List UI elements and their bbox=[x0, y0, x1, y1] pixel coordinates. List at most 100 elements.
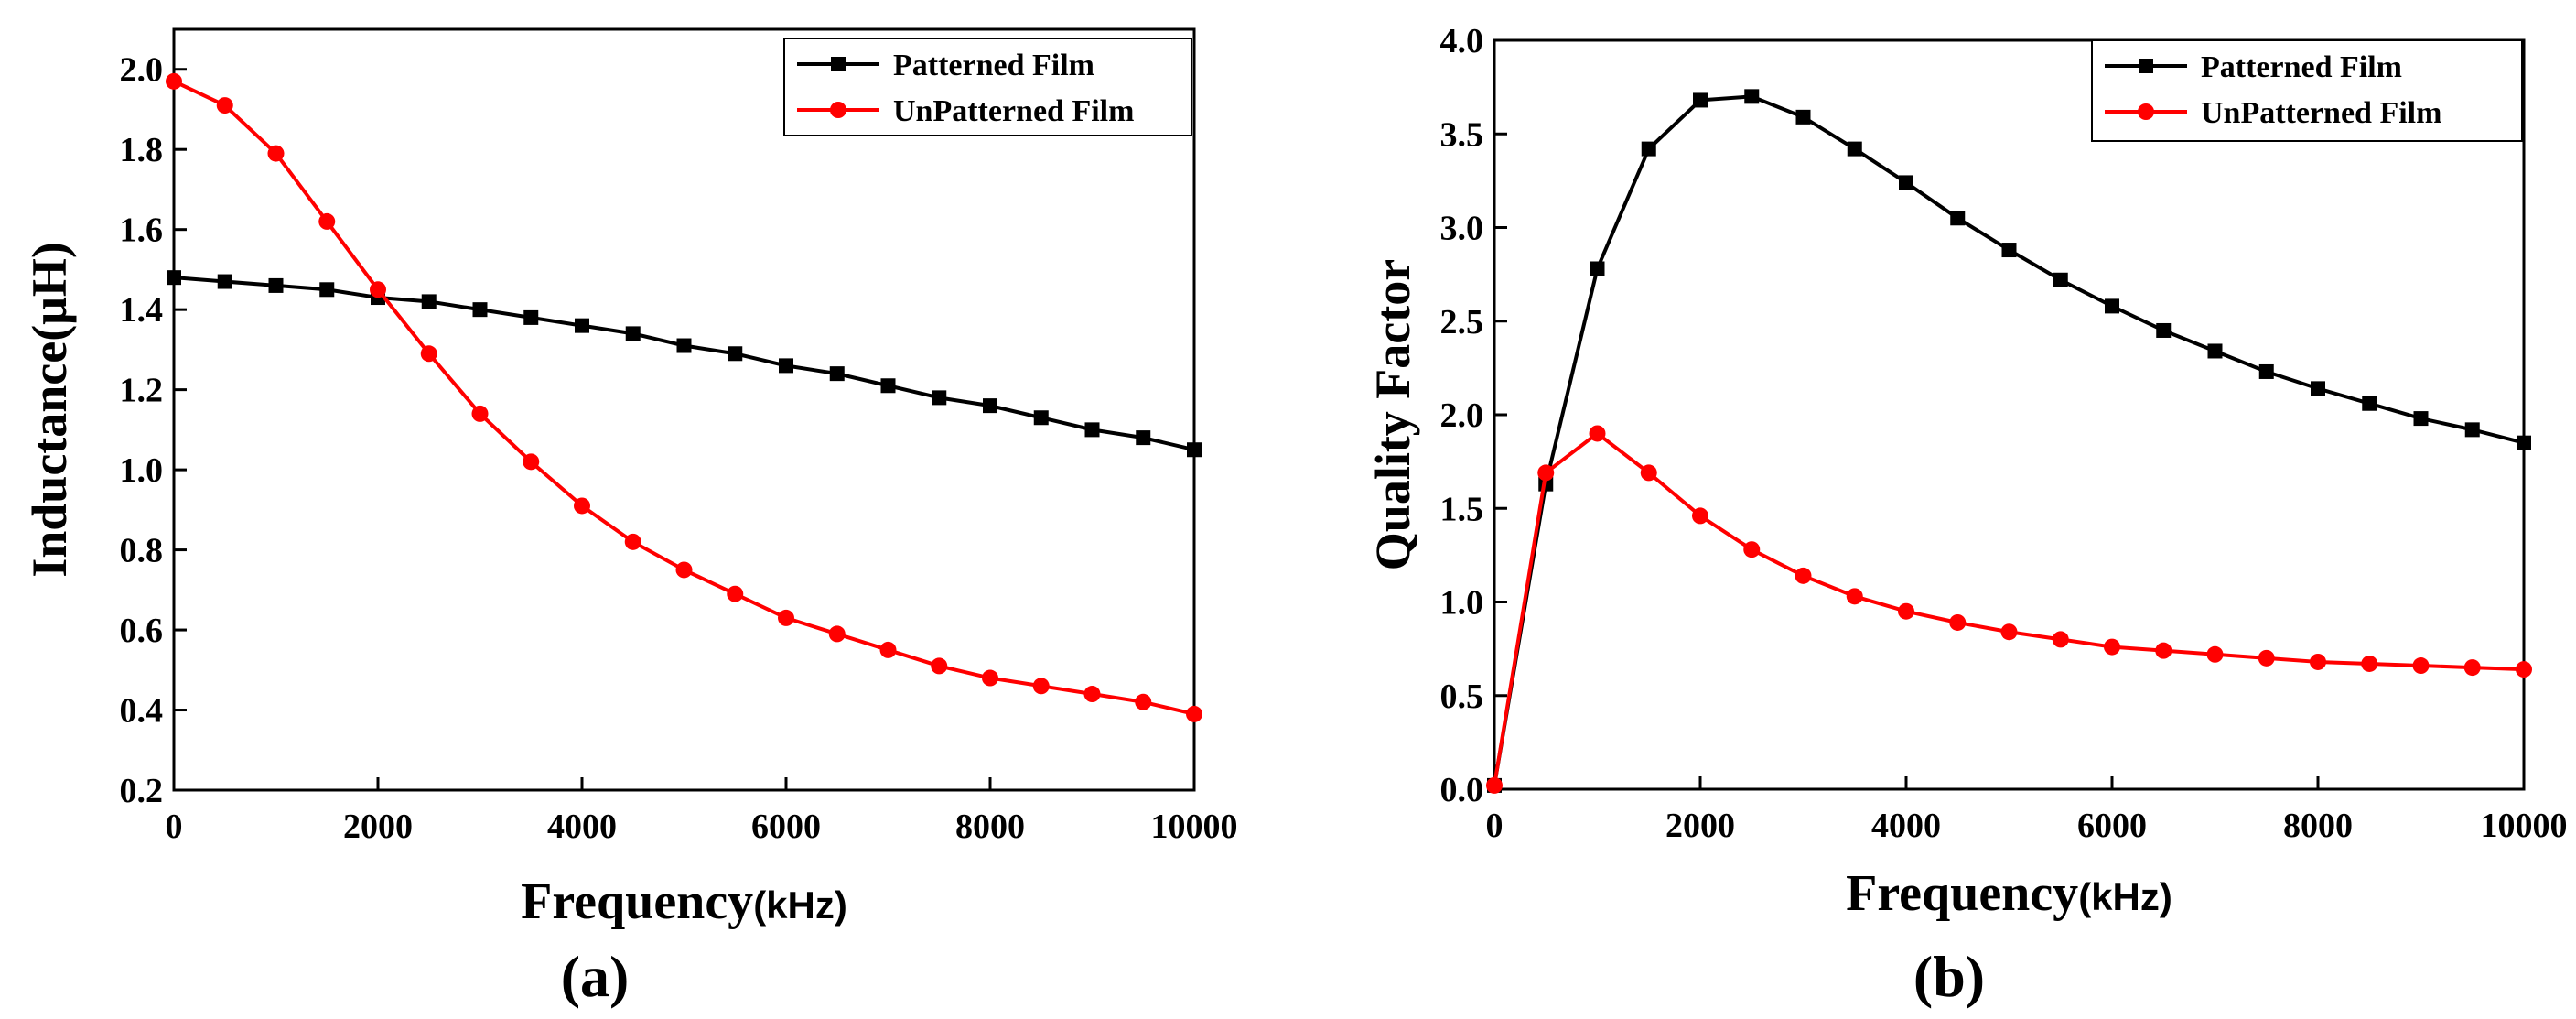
data-point-patterned bbox=[268, 277, 284, 293]
y-tick-label: 2.0 bbox=[1440, 396, 1484, 435]
x-tick-label: 8000 bbox=[2283, 807, 2353, 845]
x-tick-label: 2000 bbox=[343, 808, 413, 846]
y-tick-label: 1.2 bbox=[120, 372, 164, 410]
legend-box bbox=[2091, 39, 2523, 142]
data-point-unpatterned bbox=[624, 533, 641, 550]
x-axis-title-text: Frequency bbox=[521, 873, 753, 930]
data-point-patterned bbox=[625, 326, 641, 341]
data-point-patterned bbox=[1187, 442, 1202, 458]
data-point-patterned bbox=[2207, 343, 2223, 359]
panel-label: (a) bbox=[561, 944, 630, 1009]
series-layer bbox=[1486, 89, 2532, 794]
x-tick-label: 8000 bbox=[955, 808, 1025, 846]
data-point-unpatterned bbox=[2104, 638, 2120, 656]
data-point-patterned bbox=[217, 274, 232, 289]
data-point-unpatterned bbox=[1692, 507, 1708, 525]
data-point-unpatterned bbox=[1083, 686, 1101, 703]
data-point-patterned bbox=[1641, 141, 1656, 157]
x-tick-label: 6000 bbox=[2077, 807, 2147, 845]
data-point-unpatterned bbox=[1949, 613, 1967, 631]
data-point-unpatterned bbox=[1743, 541, 1761, 558]
data-point-unpatterned bbox=[2258, 649, 2275, 667]
data-point-patterned bbox=[2311, 381, 2325, 396]
data-point-patterned bbox=[2258, 363, 2274, 379]
data-point-unpatterned bbox=[216, 97, 233, 114]
data-point-unpatterned bbox=[370, 281, 386, 298]
data-point-patterned bbox=[1899, 175, 1913, 190]
data-point-unpatterned bbox=[2000, 623, 2018, 641]
data-point-unpatterned bbox=[778, 609, 794, 626]
data-point-unpatterned bbox=[523, 453, 540, 471]
legend-label: Patterned Film bbox=[893, 49, 1094, 82]
y-tick-label: 0.2 bbox=[120, 772, 164, 810]
y-tick-label: 4.0 bbox=[1440, 22, 1484, 60]
y-axis-title: Quality Factor bbox=[1365, 259, 1420, 570]
y-tick-label: 0.8 bbox=[120, 532, 164, 570]
data-point-patterned bbox=[1847, 141, 1862, 157]
data-point-unpatterned bbox=[1537, 464, 1555, 482]
y-tick-label: 0.6 bbox=[120, 612, 164, 650]
x-tick-label: 10000 bbox=[2481, 807, 2568, 845]
series-line-unpatterned bbox=[1493, 430, 2525, 786]
data-point-unpatterned bbox=[420, 345, 437, 363]
legend-marker-square bbox=[831, 57, 846, 71]
legend-label: Patterned Film bbox=[2201, 50, 2402, 84]
x-tick-label: 4000 bbox=[1871, 807, 1941, 845]
series-layer bbox=[166, 72, 1202, 722]
x-tick-label: 6000 bbox=[751, 808, 821, 846]
x-axis-unit: (kHz) bbox=[753, 883, 847, 927]
data-point-unpatterned bbox=[1135, 693, 1152, 710]
legend-marker-square bbox=[2139, 59, 2153, 73]
y-tick-label: 0.0 bbox=[1440, 771, 1484, 809]
y-tick-label: 1.6 bbox=[120, 211, 164, 250]
x-tick-label: 0 bbox=[1486, 807, 1504, 845]
data-point-unpatterned bbox=[574, 497, 590, 515]
data-point-patterned bbox=[421, 294, 437, 309]
y-tick-label: 2.5 bbox=[1440, 303, 1484, 341]
data-point-patterned bbox=[1590, 261, 1605, 276]
data-point-patterned bbox=[1744, 89, 1760, 104]
data-point-unpatterned bbox=[2155, 642, 2172, 659]
data-point-unpatterned bbox=[2206, 645, 2224, 663]
legend-label: UnPatterned Film bbox=[2201, 96, 2441, 130]
y-tick-label: 0.4 bbox=[120, 692, 164, 731]
legend: Patterned Film UnPatterned Film bbox=[2091, 39, 2523, 142]
data-point-unpatterned bbox=[1486, 776, 1503, 794]
data-point-patterned bbox=[2362, 396, 2377, 411]
x-axis-title: Frequency(kHz) bbox=[1846, 865, 2172, 922]
data-point-unpatterned bbox=[1898, 602, 1914, 620]
data-point-unpatterned bbox=[471, 405, 489, 422]
data-point-unpatterned bbox=[2412, 657, 2430, 675]
x-axis-title-text: Frequency bbox=[1846, 865, 2078, 922]
data-point-unpatterned bbox=[2463, 659, 2481, 677]
data-point-unpatterned bbox=[982, 669, 998, 687]
data-point-unpatterned bbox=[2516, 661, 2532, 678]
data-point-patterned bbox=[779, 358, 793, 374]
data-point-unpatterned bbox=[931, 657, 948, 675]
panel-label: (b) bbox=[1913, 944, 1985, 1009]
data-point-patterned bbox=[1084, 422, 1100, 438]
data-point-patterned bbox=[319, 282, 335, 298]
chart-panel-a: 0 2000 4000 6000 8000 10000 0.2 0.4 0.6 0.8 1.0 1.2… bbox=[22, 27, 1238, 1009]
data-point-patterned bbox=[2156, 322, 2172, 338]
data-point-patterned bbox=[1033, 410, 1049, 426]
y-tick-label: 3.5 bbox=[1440, 115, 1484, 154]
data-point-patterned bbox=[2517, 435, 2531, 450]
data-point-patterned bbox=[2105, 298, 2119, 314]
data-point-patterned bbox=[829, 366, 845, 382]
legend-marker-circle bbox=[830, 102, 846, 118]
series-line-unpatterned bbox=[173, 80, 1195, 716]
data-point-unpatterned bbox=[1846, 588, 1863, 605]
data-point-unpatterned bbox=[267, 145, 285, 162]
data-point-patterned bbox=[523, 309, 539, 325]
data-point-unpatterned bbox=[727, 585, 744, 602]
y-tick-label: 3.0 bbox=[1440, 210, 1484, 248]
data-point-patterned bbox=[932, 390, 947, 406]
data-point-patterned bbox=[1693, 92, 1708, 108]
data-point-patterned bbox=[575, 318, 589, 333]
data-point-unpatterned bbox=[675, 561, 693, 579]
data-point-patterned bbox=[2464, 422, 2480, 438]
y-tick-label: 1.0 bbox=[1440, 584, 1484, 623]
y-tick-label: 1.8 bbox=[120, 131, 164, 169]
x-tick-label: 4000 bbox=[547, 808, 617, 846]
